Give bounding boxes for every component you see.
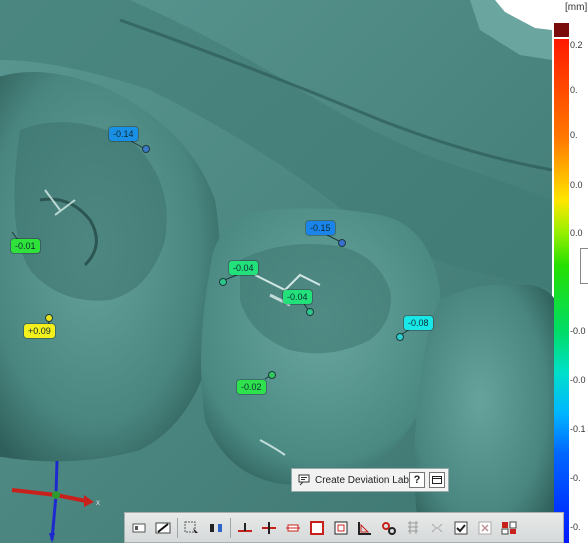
hide-icon[interactable] [153,518,173,538]
scale-unit: [mm] [565,2,588,13]
deviation-label[interactable]: -0.15 [306,221,335,235]
plane-point-icon[interactable] [259,518,279,538]
deviation-label[interactable]: -0.01 [11,239,40,253]
axes-gizmo[interactable]: x [0,455,110,543]
scale-tick: -0.0 [570,375,586,385]
check-icon[interactable] [451,518,471,538]
grid-disabled-icon[interactable] [427,518,447,538]
x-axis-label: x [96,498,100,507]
select-area-icon[interactable] [182,518,202,538]
scale-tick: -0.0 [570,326,586,336]
scale-tick: 0.2 [570,40,583,50]
scale-tick: 0. [570,85,578,95]
close-box-icon[interactable] [475,518,495,538]
deviation-point[interactable] [396,333,404,341]
split-icon[interactable] [206,518,226,538]
deviation-point[interactable] [142,145,150,153]
section-icon[interactable] [283,518,303,538]
deviation-label[interactable]: -0.14 [109,127,138,141]
scale-slider-handle[interactable] [580,248,588,284]
scale-tick: -0. [570,473,581,483]
ruler-angle-icon[interactable] [355,518,375,538]
deviation-color-scale[interactable] [554,39,569,543]
grid-icon[interactable] [403,518,423,538]
frame-icon[interactable] [307,518,327,538]
scale-tick: 0.0 [570,180,583,190]
deviation-point[interactable] [306,308,314,316]
scale-overflow-swatch [554,23,569,37]
toolbar-separator [177,517,178,538]
deviation-label[interactable]: -0.08 [404,316,433,330]
deviation-point[interactable] [219,278,227,286]
deviation-point[interactable] [338,239,346,247]
plane-icon[interactable] [235,518,255,538]
palette-icon[interactable] [499,518,519,538]
deviation-label[interactable]: -0.04 [283,290,312,304]
link-icon[interactable] [379,518,399,538]
create-deviation-label-text[interactable]: Create Deviation Label [315,474,417,486]
panel-toggle-button[interactable] [429,472,445,488]
scale-tick: -0.1 [570,424,586,434]
deviation-label[interactable]: -0.04 [229,261,258,275]
help-button[interactable]: ? [409,472,425,488]
create-deviation-label-popup[interactable]: Create Deviation Label ? [291,468,449,492]
toolbar-separator [230,517,231,538]
deviation-point[interactable] [268,371,276,379]
deviation-label[interactable]: +0.09 [24,324,55,338]
scale-tick: 0. [570,130,578,140]
scale-tick: 0.0 [570,228,583,238]
deviation-label[interactable]: -0.02 [237,380,266,394]
deviation-label-icon [298,474,310,486]
bottom-toolbar [124,512,564,543]
window-icon [432,476,442,484]
panel-icon[interactable] [129,518,149,538]
frame-point-icon[interactable] [331,518,351,538]
deviation-point[interactable] [45,314,53,322]
scale-tick: -0. [570,522,581,532]
